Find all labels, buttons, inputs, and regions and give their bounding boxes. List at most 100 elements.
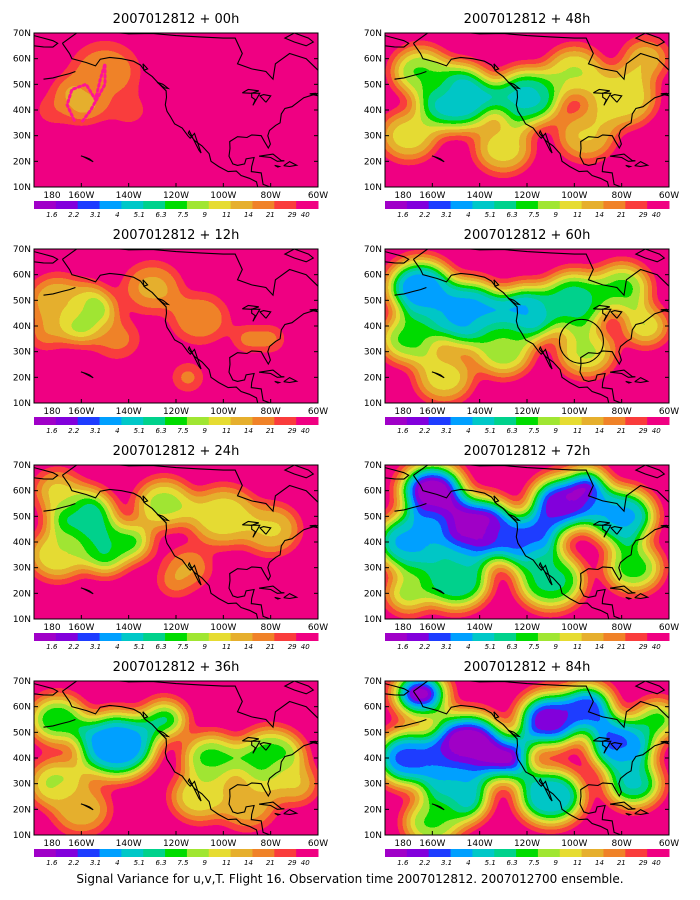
colorbar-swatch bbox=[472, 201, 495, 209]
panel-title: 2007012812 + 36h bbox=[113, 660, 240, 675]
colorbar-swatch bbox=[537, 849, 561, 857]
colorbar: 1.6 2.2 3.1 4 5.1 6.3 7.5 9 11 14 21 29 40 bbox=[34, 201, 319, 219]
lat-tick-label: 10N bbox=[13, 399, 31, 409]
colorbar-swatch bbox=[537, 417, 561, 425]
colorbar-swatch bbox=[165, 633, 188, 641]
lat-tick-label: 40N bbox=[364, 322, 382, 332]
lat-tick-label: 20N bbox=[13, 157, 31, 167]
colorbar-label: 7.5 bbox=[528, 859, 540, 867]
colorbar-label: 9 bbox=[554, 643, 559, 651]
lon-tick-label: 80W bbox=[611, 191, 631, 201]
lon-tick-label: 180 bbox=[394, 839, 411, 849]
colorbar-swatch bbox=[296, 633, 319, 641]
lat-tick-label: 20N bbox=[364, 157, 382, 167]
variance-field bbox=[34, 681, 318, 835]
lon-tick-label: 160W bbox=[419, 623, 445, 633]
colorbar: 1.6 2.2 3.1 4 5.1 6.3 7.5 9 11 14 21 29 40 bbox=[385, 849, 670, 867]
lon-tick-label: 120W bbox=[514, 407, 540, 417]
colorbar-label: 9 bbox=[554, 859, 559, 867]
lat-tick-label: 30N bbox=[13, 564, 31, 574]
lon-tick-label: 140W bbox=[467, 191, 493, 201]
lon-tick-label: 180 bbox=[43, 623, 60, 633]
lat-tick-label: 30N bbox=[13, 132, 31, 142]
lat-tick-label: 40N bbox=[13, 322, 31, 332]
lon-tick-label: 60W bbox=[308, 407, 328, 417]
colorbar-label: 1.6 bbox=[397, 427, 409, 435]
colorbar-label: 21 bbox=[266, 427, 275, 435]
lat-tick-label: 40N bbox=[13, 538, 31, 548]
colorbar-label: 1.6 bbox=[46, 859, 58, 867]
variance-field bbox=[385, 33, 669, 187]
colorbar-label: 7.5 bbox=[177, 211, 189, 219]
colorbar-swatch bbox=[121, 417, 144, 425]
colorbar-label: 3.1 bbox=[90, 211, 101, 219]
variance-field bbox=[385, 249, 669, 403]
colorbar-label: 9 bbox=[554, 211, 559, 219]
panel-title: 2007012812 + 84h bbox=[464, 660, 591, 675]
colorbar-swatch bbox=[186, 633, 210, 641]
colorbar-swatch bbox=[55, 849, 79, 857]
colorbar-label: 21 bbox=[617, 859, 626, 867]
colorbar-label: 6.3 bbox=[156, 859, 167, 867]
lat-tick-label: 20N bbox=[364, 805, 382, 815]
colorbar-label: 1.6 bbox=[397, 643, 409, 651]
lat-tick-label: 40N bbox=[364, 538, 382, 548]
colorbar-label: 11 bbox=[573, 211, 582, 219]
colorbar-label: 6.3 bbox=[156, 643, 167, 651]
colorbar-swatch bbox=[34, 201, 57, 209]
colorbar-swatch bbox=[581, 849, 604, 857]
colorbar-label: 7.5 bbox=[177, 859, 189, 867]
colorbar: 1.6 2.2 3.1 4 5.1 6.3 7.5 9 11 14 21 29 40 bbox=[34, 633, 319, 651]
lon-tick-label: 100W bbox=[561, 407, 587, 417]
colorbar-label: 6.3 bbox=[156, 211, 167, 219]
lon-tick-label: 160W bbox=[68, 623, 94, 633]
colorbar-swatch bbox=[516, 849, 539, 857]
lat-tick-label: 20N bbox=[13, 589, 31, 599]
lon-tick-label: 160W bbox=[68, 191, 94, 201]
colorbar-swatch bbox=[472, 633, 495, 641]
colorbar-label: 29 bbox=[288, 211, 297, 219]
lat-tick-label: 40N bbox=[13, 106, 31, 116]
colorbar-swatch bbox=[625, 849, 648, 857]
lon-tick-label: 180 bbox=[43, 191, 60, 201]
colorbar-swatch bbox=[208, 417, 232, 425]
colorbar-swatch bbox=[186, 201, 210, 209]
colorbar-label: 14 bbox=[595, 859, 604, 867]
colorbar: 1.6 2.2 3.1 4 5.1 6.3 7.5 9 11 14 21 29 40 bbox=[34, 417, 319, 435]
lat-tick-label: 60N bbox=[13, 271, 31, 281]
lat-tick-label: 30N bbox=[364, 348, 382, 358]
lat-tick-label: 60N bbox=[13, 703, 31, 713]
colorbar-swatch bbox=[77, 633, 101, 641]
lat-tick-label: 30N bbox=[13, 348, 31, 358]
lon-tick-label: 60W bbox=[308, 191, 328, 201]
colorbar-label: 4 bbox=[466, 859, 470, 867]
colorbar-swatch bbox=[516, 633, 539, 641]
lat-tick-label: 20N bbox=[13, 805, 31, 815]
lon-tick-label: 180 bbox=[394, 623, 411, 633]
colorbar-swatch bbox=[143, 633, 166, 641]
colorbar-swatch bbox=[143, 417, 166, 425]
colorbar-swatch bbox=[252, 201, 275, 209]
colorbar-swatch bbox=[450, 849, 473, 857]
lon-tick-label: 120W bbox=[514, 191, 540, 201]
lat-tick-label: 50N bbox=[364, 296, 382, 306]
colorbar-swatch bbox=[121, 201, 144, 209]
map-panel: 2007012812 + 00h 10N 20N 30N 40N 50N 60N 70N 180… bbox=[13, 12, 328, 219]
colorbar-label: 14 bbox=[244, 643, 253, 651]
lat-tick-label: 50N bbox=[13, 80, 31, 90]
colorbar-label: 11 bbox=[573, 859, 582, 867]
lat-tick-label: 30N bbox=[364, 132, 382, 142]
colorbar-swatch bbox=[494, 201, 517, 209]
lat-tick-label: 20N bbox=[13, 373, 31, 383]
lat-tick-label: 50N bbox=[13, 512, 31, 522]
colorbar-swatch bbox=[385, 633, 408, 641]
colorbar-swatch bbox=[647, 633, 670, 641]
colorbar-swatch bbox=[252, 849, 275, 857]
variance-field bbox=[34, 465, 318, 619]
colorbar-swatch bbox=[603, 417, 626, 425]
lat-tick-label: 60N bbox=[13, 55, 31, 65]
lon-tick-label: 60W bbox=[659, 407, 679, 417]
colorbar-label: 14 bbox=[595, 427, 604, 435]
colorbar-swatch bbox=[186, 849, 210, 857]
colorbar-label: 2.2 bbox=[419, 211, 431, 219]
